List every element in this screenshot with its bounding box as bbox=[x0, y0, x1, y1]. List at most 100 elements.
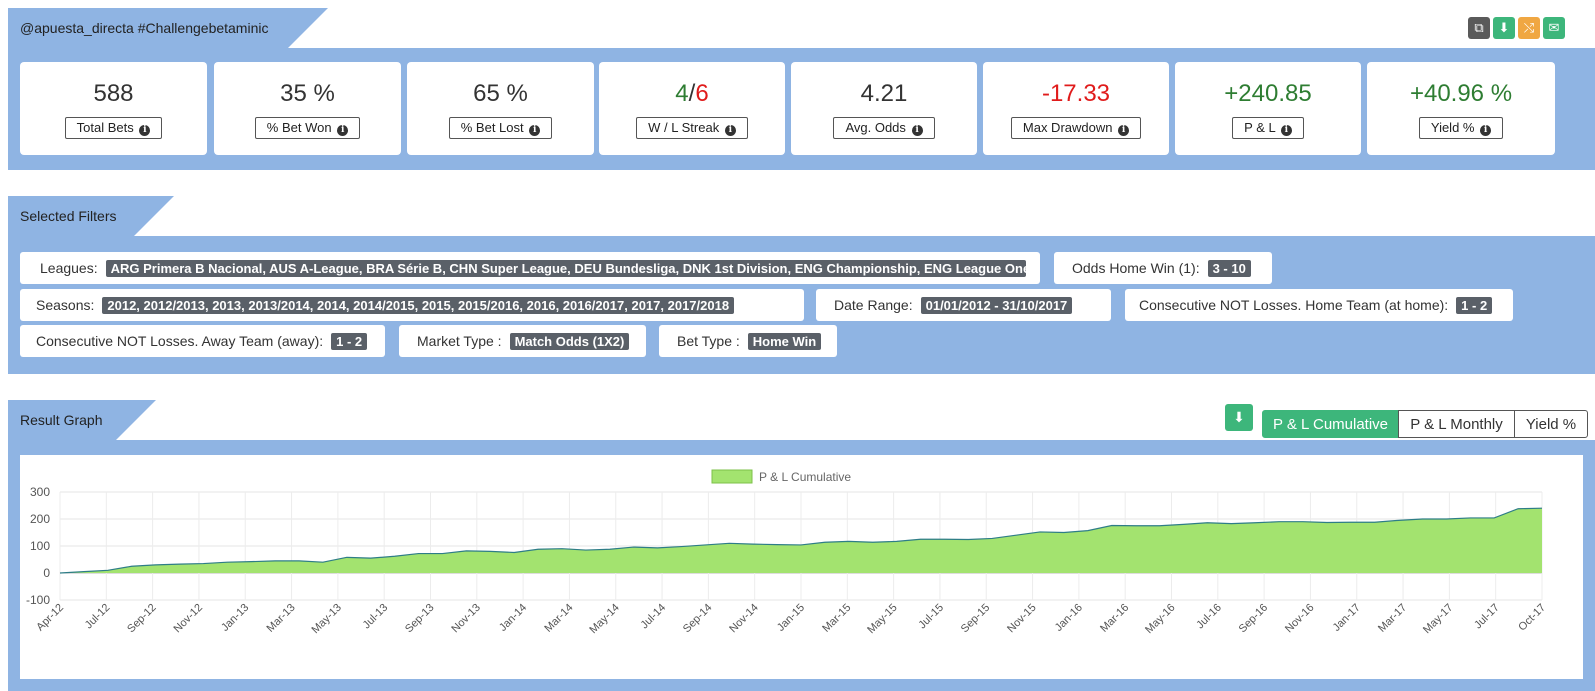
x-tick-label: Jan-14 bbox=[497, 602, 529, 634]
filter-value-chip: 01/01/2012 - 31/10/2017 bbox=[920, 296, 1073, 314]
x-tick-label: Jan-17 bbox=[1331, 602, 1363, 634]
filter-label: Consecutive NOT Losses. Away Team (away)… bbox=[36, 333, 324, 349]
chart-legend: P & L Cumulative bbox=[711, 469, 851, 484]
stat-label[interactable]: % Bet Won i bbox=[254, 117, 361, 139]
envelope-icon[interactable]: ✉ bbox=[1543, 17, 1565, 39]
stat-card-max-drawdown: -17.33 Max Drawdown i bbox=[983, 62, 1169, 155]
stat-label[interactable]: % Bet Lost i bbox=[448, 117, 553, 139]
filters-tab: Selected Filters bbox=[8, 196, 174, 236]
filter-consecutive-home: Consecutive NOT Losses. Home Team (at ho… bbox=[1125, 289, 1513, 321]
filter-market-type: Market Type : Match Odds (1X2) bbox=[399, 325, 646, 357]
filter-odds-home-win: Odds Home Win (1): 3 - 10 bbox=[1054, 252, 1272, 284]
stat-label-text: Avg. Odds bbox=[845, 120, 906, 135]
header-tab: @apuesta_directa #Challengebetaminic bbox=[8, 8, 328, 48]
share-icon[interactable]: ⤭ bbox=[1518, 17, 1540, 39]
x-tick-label: Mar-15 bbox=[820, 602, 853, 635]
streak-sep: / bbox=[688, 80, 696, 107]
x-tick-label: Mar-17 bbox=[1376, 602, 1409, 635]
filter-value-chip: 2012, 2012/2013, 2013, 2013/2014, 2014, … bbox=[102, 296, 735, 314]
filter-value-chip: ARG Primera B Nacional, AUS A-League, BR… bbox=[105, 259, 1026, 277]
stat-card-wl-streak: 4/6 W / L Streak i bbox=[599, 62, 785, 155]
copy-icon[interactable]: ⧉ bbox=[1468, 17, 1490, 39]
stat-label-text: Yield % bbox=[1430, 120, 1475, 135]
x-tick-label: May-13 bbox=[310, 602, 344, 636]
x-tick-label: Sep-12 bbox=[125, 602, 159, 636]
tab-pl-cumulative[interactable]: P & L Cumulative bbox=[1262, 410, 1399, 438]
filter-label: Seasons: bbox=[36, 297, 95, 313]
stat-label-text: Max Drawdown bbox=[1022, 120, 1113, 135]
x-tick-label: Jul-13 bbox=[361, 602, 391, 632]
filter-leagues: Leagues: ARG Primera B Nacional, AUS A-L… bbox=[20, 252, 1040, 284]
filters-title: Selected Filters bbox=[20, 208, 117, 224]
x-tick-label: Sep-16 bbox=[1237, 602, 1271, 636]
legend-label: P & L Cumulative bbox=[759, 470, 851, 484]
x-tick-label: Jan-13 bbox=[219, 602, 251, 634]
chart-container: P & L Cumulative 300 200 100 0 -100 Apr-12 Jul-… bbox=[20, 455, 1583, 679]
y-tick-label: 0 bbox=[43, 566, 50, 580]
stat-value: +40.96 % bbox=[1409, 80, 1513, 107]
x-tick-label: May-15 bbox=[865, 602, 899, 636]
stat-card-yield: +40.96 % Yield % i bbox=[1367, 62, 1555, 155]
stat-value: -17.33 bbox=[1041, 80, 1111, 107]
stat-card-bet-lost: 65 % % Bet Lost i bbox=[407, 62, 594, 155]
x-tick-label: Nov-16 bbox=[1283, 602, 1317, 636]
x-tick-label: Oct-17 bbox=[1516, 602, 1548, 634]
stat-value: 65 % bbox=[473, 80, 528, 107]
x-tick-label: Jul-16 bbox=[1194, 602, 1224, 632]
stat-label[interactable]: P & L i bbox=[1232, 117, 1304, 139]
filter-label: Market Type : bbox=[417, 333, 502, 349]
filters-panel: Leagues: ARG Primera B Nacional, AUS A-L… bbox=[8, 236, 1595, 374]
x-tick-label: Nov-12 bbox=[171, 602, 205, 636]
info-icon: i bbox=[139, 125, 151, 136]
y-tick-label: 300 bbox=[30, 485, 50, 499]
x-tick-label: Sep-14 bbox=[681, 602, 715, 636]
x-tick-label: Jan-15 bbox=[775, 602, 807, 634]
pl-area bbox=[60, 508, 1542, 573]
x-tick-label: Mar-16 bbox=[1098, 602, 1131, 635]
tab-pl-monthly[interactable]: P & L Monthly bbox=[1398, 410, 1515, 438]
y-tick-label: 200 bbox=[30, 512, 50, 526]
tab-yield[interactable]: Yield % bbox=[1514, 410, 1588, 438]
x-tick-label: Sep-15 bbox=[959, 602, 993, 636]
graph-title: Result Graph bbox=[20, 412, 103, 428]
stat-label[interactable]: W / L Streak i bbox=[636, 117, 748, 139]
x-tick-label: Mar-14 bbox=[542, 602, 575, 635]
filter-value-chip: Match Odds (1X2) bbox=[509, 332, 630, 350]
stat-label[interactable]: Avg. Odds i bbox=[833, 117, 935, 139]
filter-label: Date Range: bbox=[834, 297, 913, 313]
x-tick-label: Nov-13 bbox=[449, 602, 483, 636]
filter-value-chip: 1 - 2 bbox=[1456, 296, 1493, 314]
x-tick-label: Jul-15 bbox=[916, 602, 946, 632]
filter-value-chip: 3 - 10 bbox=[1207, 259, 1251, 277]
graph-tab: Result Graph bbox=[8, 400, 156, 440]
stat-label[interactable]: Max Drawdown i bbox=[1010, 117, 1142, 139]
filter-label: Leagues: bbox=[40, 260, 98, 276]
legend-swatch bbox=[711, 469, 753, 484]
stats-panel: 588 Total Bets i 35 % % Bet Won i 65 % %… bbox=[8, 48, 1595, 170]
download-icon[interactable]: ⬇ bbox=[1493, 17, 1515, 39]
y-tick-label: -100 bbox=[26, 593, 50, 607]
filter-seasons: Seasons: 2012, 2012/2013, 2013, 2013/201… bbox=[20, 289, 804, 321]
stat-label-text: W / L Streak bbox=[648, 120, 720, 135]
x-tick-label: Mar-13 bbox=[265, 602, 298, 635]
streak-win: 4 bbox=[675, 80, 689, 107]
stat-label[interactable]: Total Bets i bbox=[64, 117, 163, 139]
stat-label-text: % Bet Won bbox=[266, 120, 332, 135]
filter-value-chip: Home Win bbox=[747, 332, 822, 350]
pl-line bbox=[59, 507, 1543, 574]
x-tick-label: Jan-16 bbox=[1053, 602, 1085, 634]
stat-card-total-bets: 588 Total Bets i bbox=[20, 62, 207, 155]
info-icon: i bbox=[1480, 125, 1492, 136]
filter-value-chip: 1 - 2 bbox=[331, 332, 368, 350]
stat-label[interactable]: Yield % i bbox=[1418, 117, 1504, 139]
graph-panel: P & L Cumulative 300 200 100 0 -100 Apr-12 Jul-… bbox=[8, 440, 1595, 691]
stat-value: 4/6 bbox=[599, 80, 785, 108]
download-chart-icon[interactable]: ⬇ bbox=[1225, 404, 1253, 431]
header-actions: ⧉ ⬇ ⤭ ✉ bbox=[1465, 17, 1565, 39]
stat-value: 4.21 bbox=[860, 80, 908, 107]
x-tick-label: Jul-14 bbox=[639, 602, 669, 632]
x-tick-label: Jul-17 bbox=[1472, 602, 1502, 632]
stat-value: 35 % bbox=[280, 80, 335, 107]
info-icon: i bbox=[911, 125, 923, 136]
